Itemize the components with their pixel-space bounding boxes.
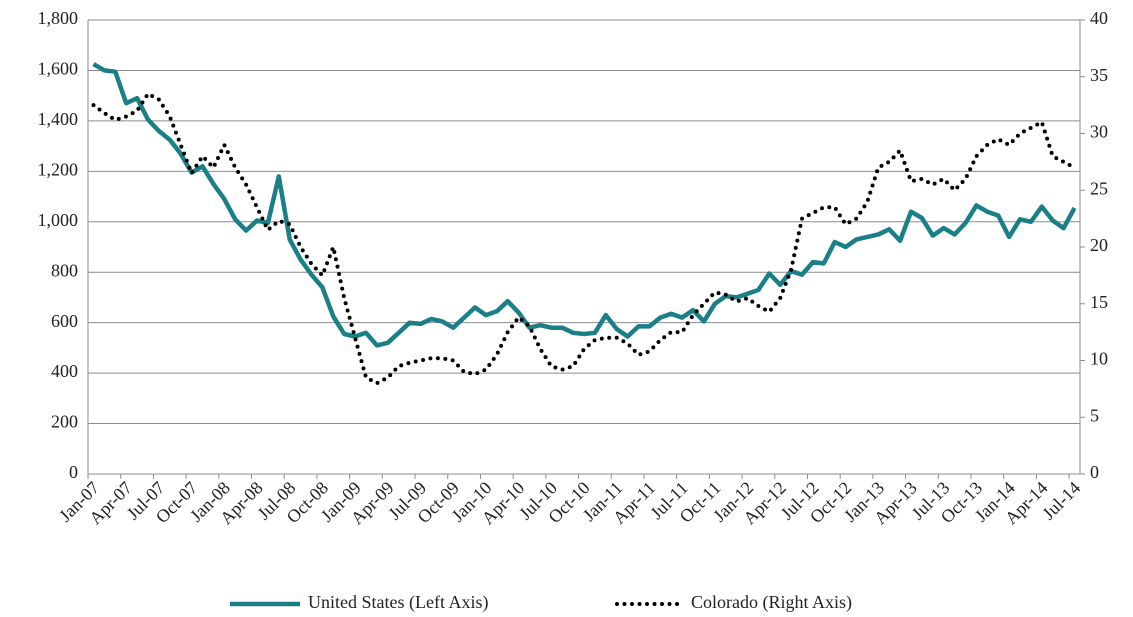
legend-label: United States (Left Axis) <box>308 592 488 613</box>
y-tick-label: 1,200 <box>38 159 79 179</box>
y2-tick-label: 35 <box>1090 65 1108 85</box>
y2-tick-label: 0 <box>1090 462 1099 482</box>
legend-label: Colorado (Right Axis) <box>691 592 852 613</box>
y-tick-label: 1,600 <box>38 59 79 79</box>
y2-tick-label: 20 <box>1090 235 1108 255</box>
y-tick-label: 0 <box>69 462 78 482</box>
y-tick-label: 1,000 <box>38 210 79 230</box>
x-tick-label: Jul-14 <box>1038 478 1084 524</box>
y2-tick-label: 30 <box>1090 122 1108 142</box>
series-line <box>91 91 1077 386</box>
series-line <box>92 62 1077 348</box>
y2-tick-label: 40 <box>1090 8 1108 28</box>
y2-tick-label: 25 <box>1090 178 1108 198</box>
y-tick-label: 400 <box>51 361 78 381</box>
y-tick-label: 800 <box>51 260 78 280</box>
y-tick-label: 1,800 <box>38 8 79 28</box>
y2-tick-label: 5 <box>1090 405 1099 425</box>
y2-tick-label: 15 <box>1090 292 1108 312</box>
y-tick-label: 1,400 <box>38 109 79 129</box>
y-tick-label: 600 <box>51 311 78 331</box>
y-tick-label: 200 <box>51 412 78 432</box>
y2-tick-label: 10 <box>1090 349 1108 369</box>
